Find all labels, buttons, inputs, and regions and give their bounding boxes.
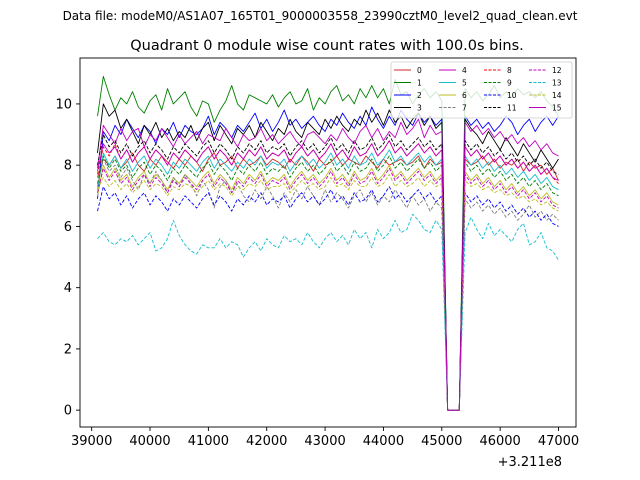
plot-frame (79, 57, 577, 428)
legend-box (390, 61, 573, 119)
legend-label-0: 0 (417, 66, 422, 75)
x-tick-label: 47000 (538, 434, 579, 449)
legend-label-10: 10 (507, 91, 517, 100)
series-layer (97, 75, 559, 411)
legend-label-2: 2 (417, 91, 422, 100)
series-line-9 (97, 155, 559, 411)
x-tick-label: 46000 (479, 434, 520, 449)
series-line-15 (97, 140, 559, 411)
legend-label-5: 5 (462, 79, 467, 88)
x-tick-label: 40000 (129, 434, 170, 449)
legend-label-14: 14 (552, 91, 562, 100)
x-tick-label: 42000 (246, 434, 287, 449)
legend-label-13: 13 (552, 79, 562, 88)
y-tick-label: 10 (55, 97, 72, 112)
x-tick-label: 41000 (188, 434, 229, 449)
figure-suptitle: Data file: modeM0/AS1A07_165T01_90000035… (63, 9, 578, 23)
legend-label-11: 11 (507, 104, 517, 113)
series-line-13 (97, 213, 559, 411)
legend-label-9: 9 (507, 79, 512, 88)
series-line-14 (97, 173, 559, 411)
y-tick-label: 8 (64, 159, 72, 174)
y-tick-label: 4 (64, 281, 72, 296)
series-line-5 (97, 149, 559, 411)
legend-label-8: 8 (507, 66, 512, 75)
series-line-3 (97, 103, 559, 411)
legend-label-12: 12 (552, 66, 562, 75)
legend-label-6: 6 (462, 91, 467, 100)
series-line-2 (97, 106, 559, 411)
legend-label-1: 1 (417, 79, 422, 88)
legend-label-4: 4 (462, 66, 467, 75)
x-tick-label: 43000 (304, 434, 345, 449)
legend-label-15: 15 (552, 104, 562, 113)
y-tick-label: 2 (64, 342, 72, 357)
y-tick-label: 0 (64, 404, 72, 419)
x-tick-label: 45000 (421, 434, 462, 449)
x-tick-label: 44000 (363, 434, 404, 449)
axes-layer: 39000 40000 41000 42000 43000 44000 45000 46000… (55, 57, 579, 449)
series-line-7 (97, 158, 559, 411)
x-axis-offset-label: +3.211e8 (498, 455, 562, 470)
x-tick-label: 39000 (71, 434, 112, 449)
chart-title: Quadrant 0 module wise count rates with … (130, 38, 524, 54)
legend-label-7: 7 (462, 104, 467, 113)
legend-label-3: 3 (417, 104, 422, 113)
y-tick-label: 6 (64, 220, 72, 235)
series-line-11 (97, 134, 559, 411)
series-line-4 (97, 118, 559, 411)
